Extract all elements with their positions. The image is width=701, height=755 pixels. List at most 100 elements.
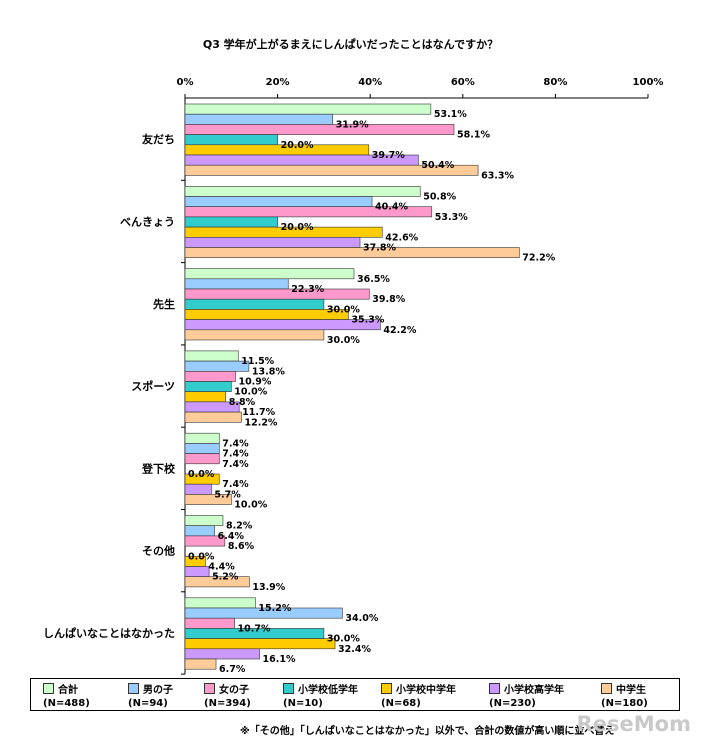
bar [184,360,250,372]
bar [184,607,343,619]
legend-series-name: 男の子 [143,685,173,696]
data-label: 0.0% [188,551,215,562]
x-tick-label: 60% [451,77,475,88]
data-label: 16.1% [263,654,296,665]
data-label: 39.7% [372,150,405,161]
bar [184,298,325,310]
legend-item: 合計 (N=488) [43,683,90,710]
data-label: 50.4% [421,160,454,171]
bar [184,237,361,248]
legend-series-name: 小学校高学年 [504,685,564,696]
bar [184,515,224,526]
legend-swatch [128,683,139,694]
bar [184,278,289,290]
watermark-logo: ReseMom [576,712,691,736]
data-label: 20.0% [281,222,314,233]
legend-sample-size: (N=94) [128,698,168,709]
data-label: 8.6% [228,541,255,552]
category-label: べんきょう [120,215,175,228]
bar [184,196,373,207]
category-label: 友だち [142,132,175,146]
legend-swatch [43,683,54,694]
data-label: 34.0% [345,613,378,624]
data-label: 42.2% [383,325,416,336]
data-label: 50.8% [423,192,456,203]
x-tick-label: 40% [358,77,382,88]
legend-sample-size: (N=68) [381,698,421,709]
x-tick-label: 100% [633,77,664,88]
bar [184,443,220,454]
x-tick-label: 20% [266,77,290,88]
data-label: 72.2% [522,253,555,264]
bar [184,288,370,300]
bar [184,483,212,495]
data-label: 30.0% [327,335,360,346]
bar [184,658,217,670]
data-label: 58.1% [457,130,490,141]
bar [184,638,336,650]
category-label: 登下校 [141,461,176,475]
bar [184,113,333,125]
bar [184,576,250,588]
data-label: 7.4% [222,449,249,460]
data-label: 10.0% [234,387,267,398]
data-label: 0.0% [188,469,215,480]
data-label: 13.9% [252,582,285,593]
data-label: 30.0% [327,634,360,645]
data-label: 12.2% [244,417,277,428]
legend-series-name: 合計 [58,685,78,696]
bar [184,381,232,392]
data-label: 8.2% [226,521,253,532]
legend-item: 小学校中学年 (N=68) [381,683,456,710]
legend-sample-size: (N=230) [489,698,536,709]
x-tick-label: 0% [177,77,194,88]
legend-swatch [204,683,215,694]
legend-series-name: 小学校中学年 [396,685,456,696]
bar [184,617,235,629]
data-label: 8.8% [229,397,256,408]
data-label: 4.4% [208,562,235,573]
bar [184,648,260,660]
data-label: 15.2% [258,603,291,614]
bar [184,164,479,176]
bar [184,525,215,537]
data-label: 39.8% [372,294,405,305]
category-label: スポーツ [131,379,175,393]
data-label: 10.7% [238,623,271,634]
data-label: 6.7% [219,664,246,675]
data-label: 11.7% [242,407,275,418]
data-label: 5.2% [212,572,239,583]
bar [184,566,210,577]
bar [184,411,242,423]
bar [184,216,278,228]
legend-series-name: 中学生 [616,685,646,696]
bar-chart: 0% 20% 40% 60% 80% 100% 友だちべんきょう先生スポーツ登下校その他しん… [43,77,664,675]
bar [184,124,455,135]
bar [184,535,226,547]
legend-item: 小学校高学年 (N=230) [489,683,564,710]
category-label: しんぱいなことはなかった [43,626,175,640]
data-label: 37.8% [363,243,396,254]
bar [184,597,256,609]
legend-item: 女の子 (N=394) [204,683,251,710]
bar [184,370,236,382]
chart-title: Q3 学年が上がるまえにしんぱいだったことはなんですか？ [202,38,499,51]
data-label: 10.9% [238,377,271,388]
bar [184,432,220,444]
data-label: 10.0% [234,500,267,511]
bar [184,247,520,258]
bar [184,206,433,218]
bar [184,186,421,197]
legend-series-name: 女の子 [219,685,249,696]
bar [184,134,278,146]
legend-swatch [489,683,500,694]
data-label: 22.3% [291,284,324,295]
data-label: 7.4% [222,438,249,449]
legend-item: 中学生 (N=180) [601,683,648,710]
category-label: 先生 [153,297,175,311]
bar [184,494,232,505]
data-label: 36.5% [357,274,390,285]
data-label: 32.4% [338,644,371,655]
data-label: 7.4% [222,459,249,470]
data-label: 11.5% [241,356,274,367]
